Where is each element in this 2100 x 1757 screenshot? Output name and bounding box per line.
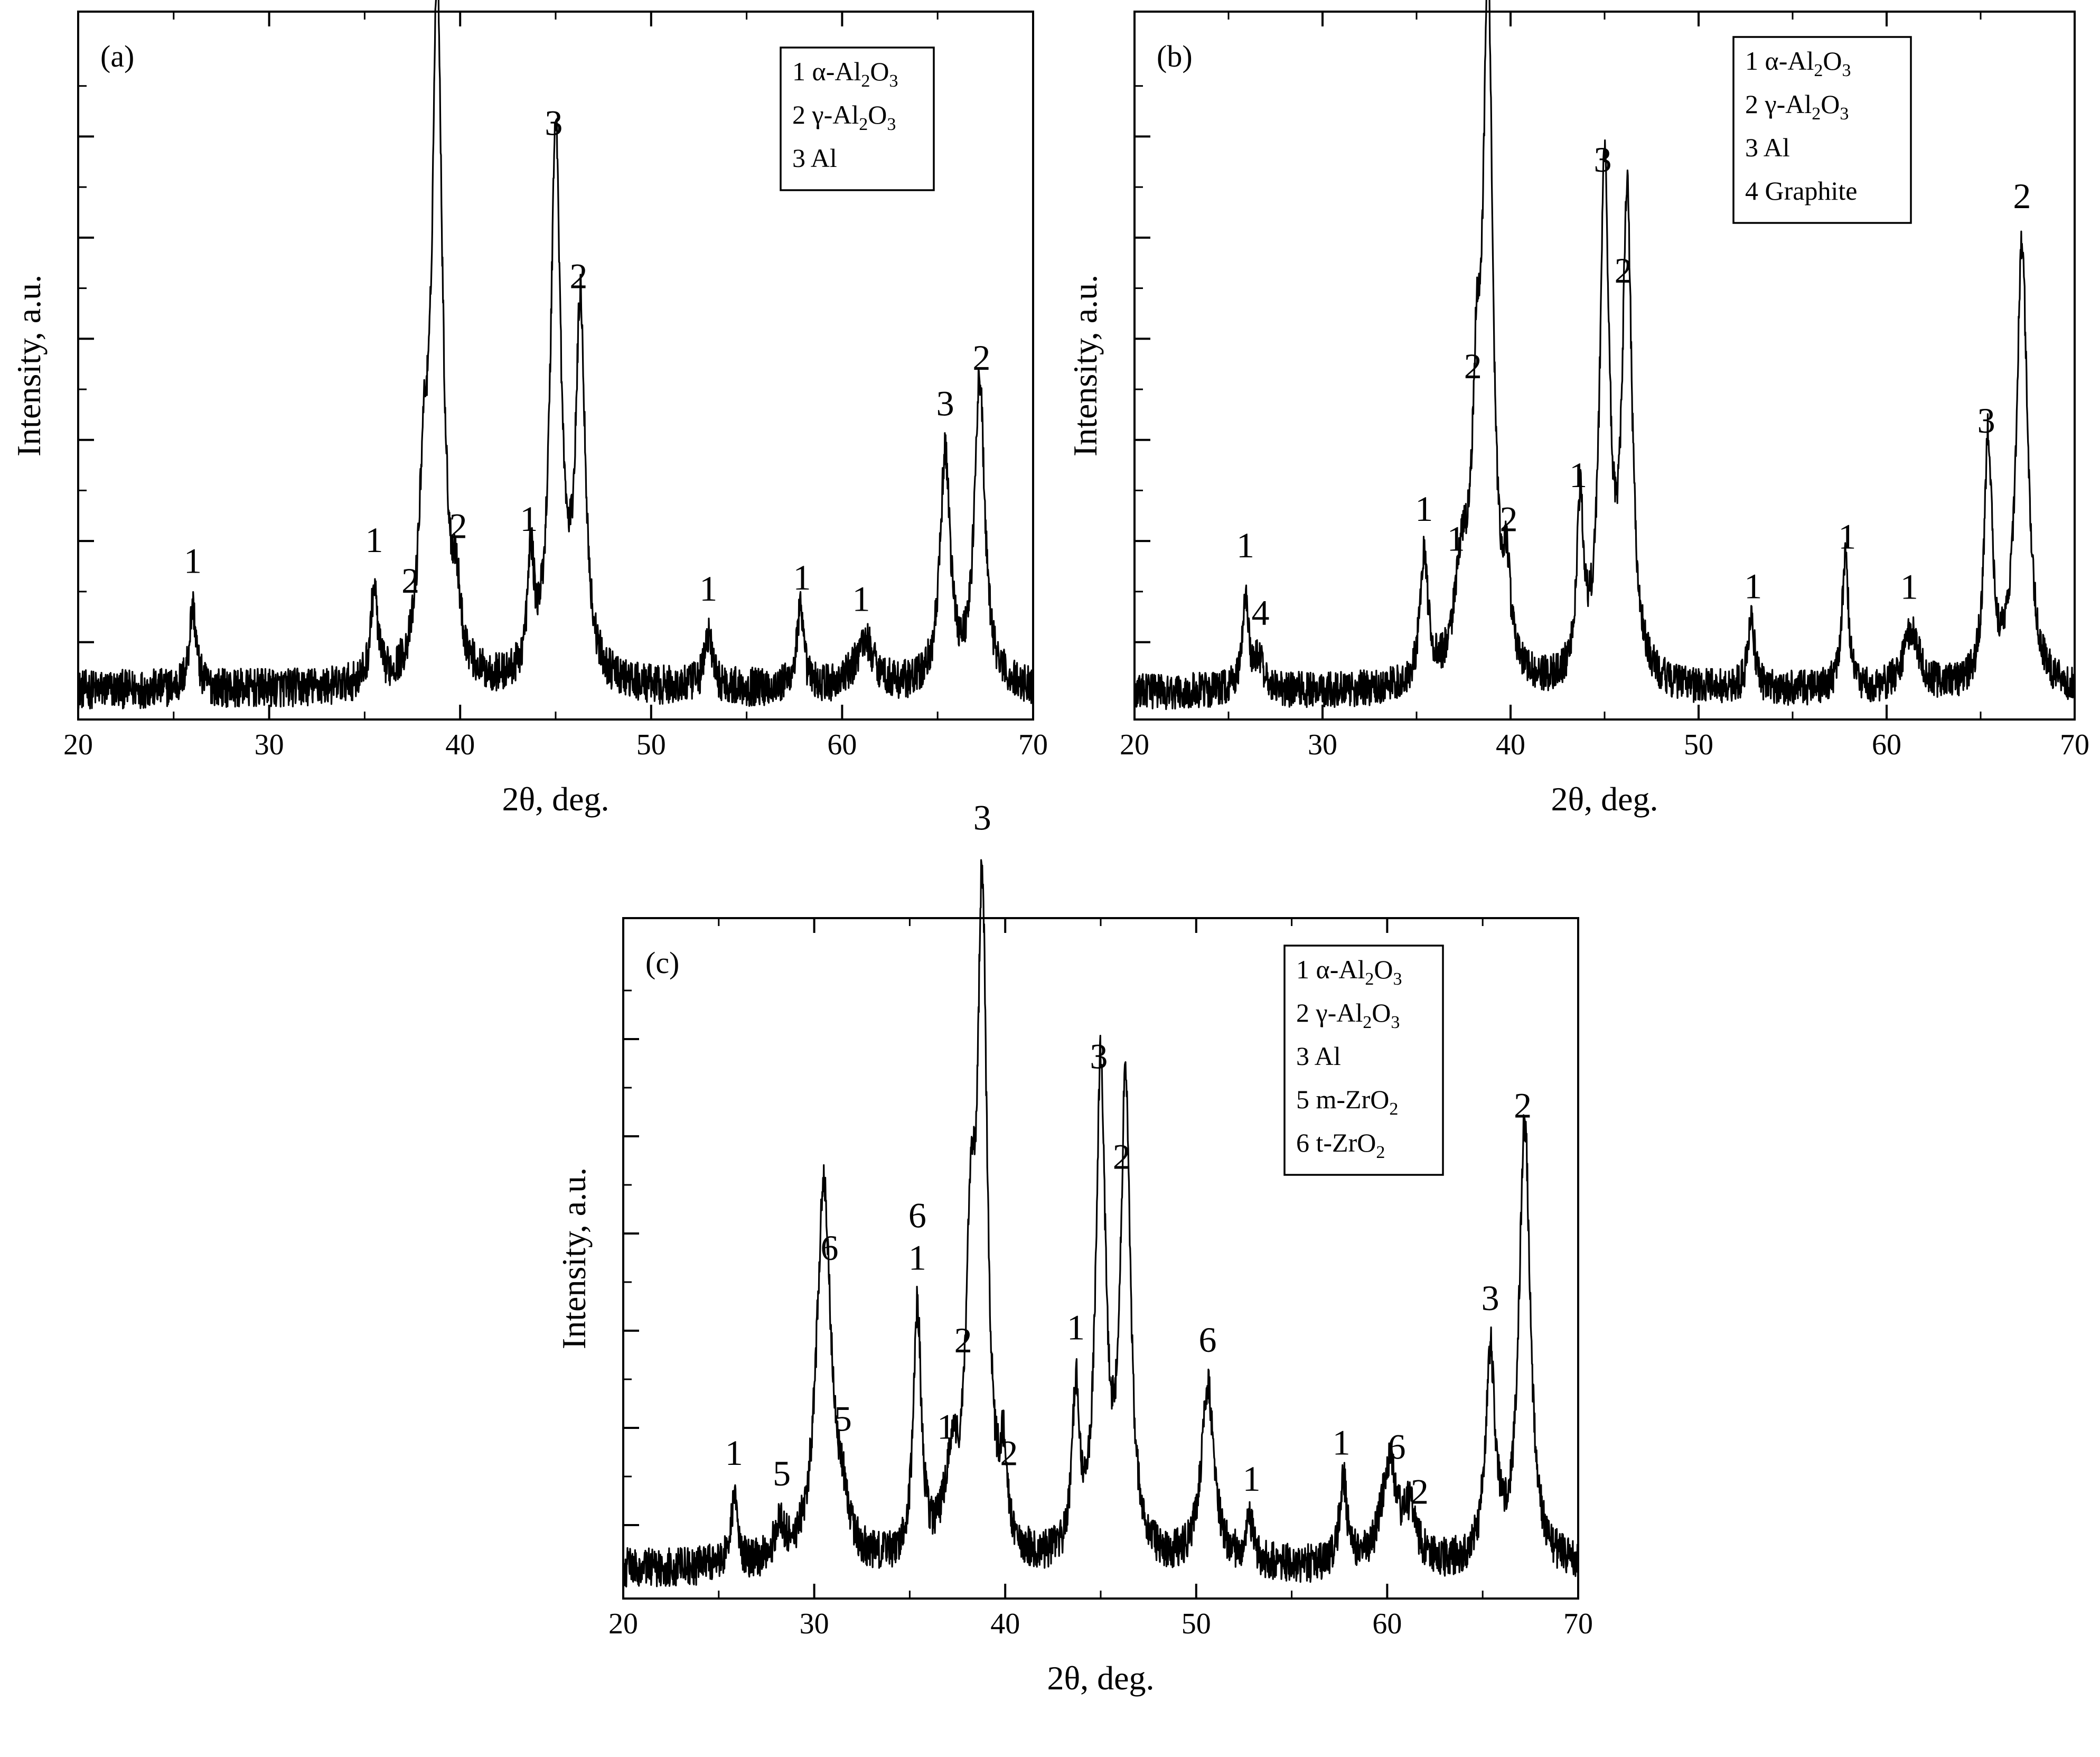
peak-label: 1 bbox=[852, 579, 870, 619]
x-tick-label: 70 bbox=[1018, 728, 1048, 761]
x-tick-label: 70 bbox=[2060, 728, 2089, 761]
x-axis-title: 2θ, deg. bbox=[502, 780, 609, 818]
peak-label: 1 bbox=[793, 557, 811, 597]
peak-label: 2 bbox=[401, 560, 419, 601]
peak-label: 2 bbox=[1615, 250, 1633, 291]
x-tick-label: 70 bbox=[1563, 1608, 1593, 1640]
peak-label: 2 bbox=[954, 1320, 972, 1360]
peak-label: 1 bbox=[1900, 567, 1918, 607]
peak-label: 1 bbox=[1067, 1307, 1085, 1348]
legend-a: 1 α-Al2O3 2 γ-Al2O3 3 Al bbox=[780, 46, 935, 191]
panel-label-c: (c) bbox=[645, 946, 679, 980]
xrd-trace-a bbox=[78, 0, 1034, 709]
peak-label: 4 bbox=[1252, 593, 1270, 633]
x-axis-title: 2θ, deg. bbox=[1047, 1659, 1154, 1697]
legend-c: 1 α-Al2O3 2 γ-Al2O3 3 Al 5 m-ZrO2 6 t-ZrO2 bbox=[1283, 945, 1444, 1176]
peak-label: 2 bbox=[1411, 1471, 1429, 1511]
peak-label: 6 bbox=[1388, 1426, 1405, 1466]
legend-entry: 5 m-ZrO2 bbox=[1296, 1085, 1398, 1119]
peak-label: 1 bbox=[1236, 525, 1254, 565]
x-tick-label: 50 bbox=[1182, 1608, 1211, 1640]
peak-label: 2 bbox=[1000, 1433, 1018, 1473]
x-tick-label: 40 bbox=[445, 728, 475, 761]
peak-label: 3 bbox=[973, 797, 991, 837]
legend-entry: 4 Graphite bbox=[1745, 176, 1857, 205]
peak-label: 5 bbox=[773, 1453, 791, 1493]
peak-label: 3 bbox=[1593, 139, 1611, 180]
peak-label: 3 bbox=[1090, 1036, 1108, 1077]
x-tick-label: 30 bbox=[255, 728, 284, 761]
peak-label: 3 bbox=[1482, 1278, 1499, 1318]
y-axis-title: Intensity, a.u. bbox=[1066, 275, 1104, 456]
peak-label: 1 bbox=[1447, 519, 1465, 559]
peak-label: 2 bbox=[449, 506, 467, 546]
legend-entry: 1 α-Al2O3 bbox=[1296, 955, 1402, 989]
peak-label: 3 bbox=[545, 102, 562, 143]
x-tick-label: 60 bbox=[827, 728, 857, 761]
peak-label: 5 bbox=[834, 1399, 852, 1439]
x-tick-label: 30 bbox=[1308, 728, 1337, 761]
peak-label: 2 bbox=[2013, 176, 2031, 216]
peak-label: 1 bbox=[365, 520, 383, 560]
x-tick-label: 30 bbox=[800, 1608, 829, 1640]
peak-label: 6 bbox=[908, 1195, 926, 1236]
peak-label: 2 bbox=[1113, 1136, 1131, 1176]
peak-label: 6 bbox=[1198, 1320, 1216, 1360]
peak-label: 1 bbox=[1838, 516, 1856, 556]
legend-box bbox=[780, 46, 935, 191]
peak-label: 1 bbox=[1569, 455, 1587, 495]
peak-label: 2 bbox=[1499, 499, 1517, 539]
xrd-trace-b bbox=[1133, 0, 2076, 711]
peak-label: 2 bbox=[569, 256, 587, 296]
legend-entry: 3 Al bbox=[1296, 1041, 1341, 1071]
legend-entry: 3 Al bbox=[1745, 133, 1790, 162]
peak-label: 2 bbox=[1514, 1086, 1532, 1126]
x-tick-label: 20 bbox=[608, 1608, 638, 1640]
peak-label: 1 bbox=[908, 1238, 926, 1278]
y-axis-title: Intensity, a.u. bbox=[555, 1167, 593, 1349]
x-tick-label: 40 bbox=[990, 1608, 1020, 1640]
peak-label: 2 bbox=[972, 338, 990, 378]
legend-entry: 1 α-Al2O3 bbox=[1745, 46, 1851, 80]
peak-label: 1 bbox=[699, 568, 717, 609]
x-tick-label: 50 bbox=[1684, 728, 1713, 761]
peak-label: 1 bbox=[1744, 566, 1762, 606]
legend-b: 1 α-Al2O3 2 γ-Al2O3 3 Al 4 Graphite bbox=[1732, 36, 1912, 224]
peak-label: 3 bbox=[936, 384, 954, 424]
peak-label: 2 bbox=[1464, 346, 1482, 386]
panel-b: 203040506070141123213211132(b)2θ, deg.In… bbox=[1066, 0, 2089, 818]
legend-box bbox=[1732, 36, 1912, 224]
peak-label: 1 bbox=[725, 1433, 743, 1473]
peak-label: 1 bbox=[184, 541, 202, 581]
legend-entry: 2 γ-Al2O3 bbox=[1745, 89, 1849, 124]
legend-entry: 1 α-Al2O3 bbox=[792, 57, 898, 91]
x-axis-title: 2θ, deg. bbox=[1551, 780, 1658, 818]
peak-label: 1 bbox=[520, 499, 538, 539]
peak-label: 1 bbox=[1333, 1423, 1351, 1463]
y-axis-title: Intensity, a.u. bbox=[10, 275, 48, 456]
panel-label-a: (a) bbox=[100, 39, 134, 73]
x-tick-label: 20 bbox=[1120, 728, 1149, 761]
peak-label: 1 bbox=[1415, 489, 1433, 529]
x-tick-label: 60 bbox=[1872, 728, 1901, 761]
panel-label-b: (b) bbox=[1157, 39, 1193, 73]
legend-entry: 3 Al bbox=[792, 143, 837, 173]
xrd-trace-c bbox=[622, 859, 1579, 1588]
legend-entry: 2 γ-Al2O3 bbox=[1296, 998, 1400, 1032]
legend-entry: 6 t-ZrO2 bbox=[1296, 1128, 1385, 1162]
panel-a: 2030405060701123213211132(a)2θ, deg.Inte… bbox=[10, 0, 1048, 818]
x-tick-label: 20 bbox=[63, 728, 93, 761]
x-tick-label: 60 bbox=[1372, 1608, 1402, 1640]
peak-label: 1 bbox=[937, 1406, 955, 1446]
x-tick-label: 40 bbox=[1496, 728, 1525, 761]
x-tick-label: 50 bbox=[636, 728, 666, 761]
peak-label: 1 bbox=[1243, 1459, 1261, 1499]
peak-label: 6 bbox=[821, 1228, 839, 1268]
peak-label: 3 bbox=[1977, 400, 1995, 441]
legend-entry: 2 γ-Al2O3 bbox=[792, 100, 896, 134]
legend-box bbox=[1283, 945, 1444, 1176]
